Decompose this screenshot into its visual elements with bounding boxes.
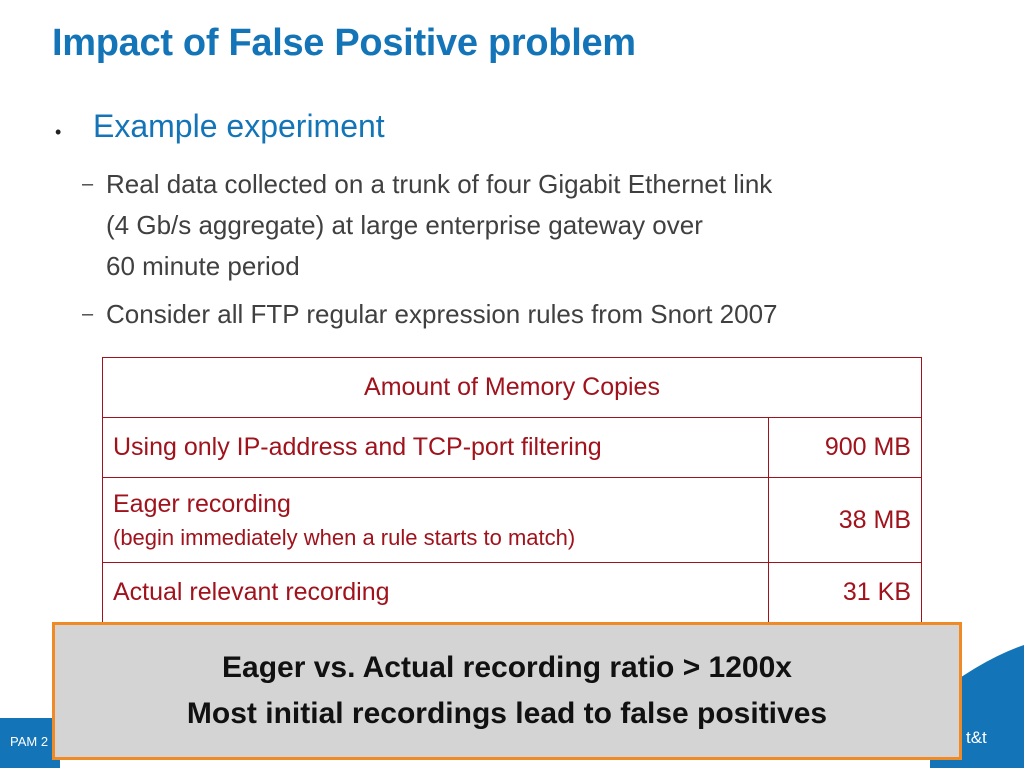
- subbullet-1-line-3: 60 minute period: [106, 251, 300, 281]
- row-value: 900 MB: [768, 417, 922, 478]
- row-label: Eager recording (begin immediately when …: [102, 477, 769, 563]
- table-row: Using only IP-address and TCP-port filte…: [102, 417, 922, 478]
- footer-right-text: t&t: [966, 728, 987, 747]
- subbullet-1-lines: Real data collected on a trunk of four G…: [106, 164, 772, 287]
- row-label: Actual relevant recording: [102, 562, 769, 623]
- dash-icon: –: [82, 173, 94, 195]
- subbullet-1-line-1: Real data collected on a trunk of four G…: [106, 169, 773, 199]
- subbullet-1-line-2: (4 Gb/s aggregate) at large enterprise g…: [106, 210, 703, 240]
- memory-copies-table: Amount of Memory Copies Using only IP-ad…: [102, 357, 922, 623]
- footer-left-text: PAM 2: [10, 734, 49, 749]
- callout-line-1: Eager vs. Actual recording ratio > 1200x: [222, 651, 792, 684]
- row-label-note: (begin immediately when a rule starts to…: [113, 524, 576, 550]
- slide-title: Impact of False Positive problem: [52, 22, 636, 64]
- row-label-text: Using only IP-address and TCP-port filte…: [113, 433, 602, 461]
- row-label: Using only IP-address and TCP-port filte…: [102, 417, 769, 478]
- table-row: Actual relevant recording 31 KB: [102, 562, 922, 623]
- row-label-text: Actual relevant recording: [113, 578, 390, 606]
- table-header-row: Amount of Memory Copies: [102, 357, 922, 418]
- dash-icon: –: [82, 303, 94, 325]
- callout-line-2: Most initial recordings lead to false po…: [186, 697, 828, 730]
- table-header: Amount of Memory Copies: [102, 357, 922, 418]
- table-row: Eager recording (begin immediately when …: [102, 477, 922, 563]
- bullet-text: Example experiment: [93, 108, 385, 144]
- subbullet-2-line-1: Consider all FTP regular expression rule…: [106, 299, 778, 329]
- row-label-text: Eager recording: [113, 489, 291, 518]
- row-value: 38 MB: [768, 477, 922, 563]
- bullet-dot-icon: •: [55, 122, 62, 142]
- callout-box: Eager vs. Actual recording ratio > 1200x…: [52, 622, 962, 760]
- row-value: 31 KB: [768, 562, 922, 623]
